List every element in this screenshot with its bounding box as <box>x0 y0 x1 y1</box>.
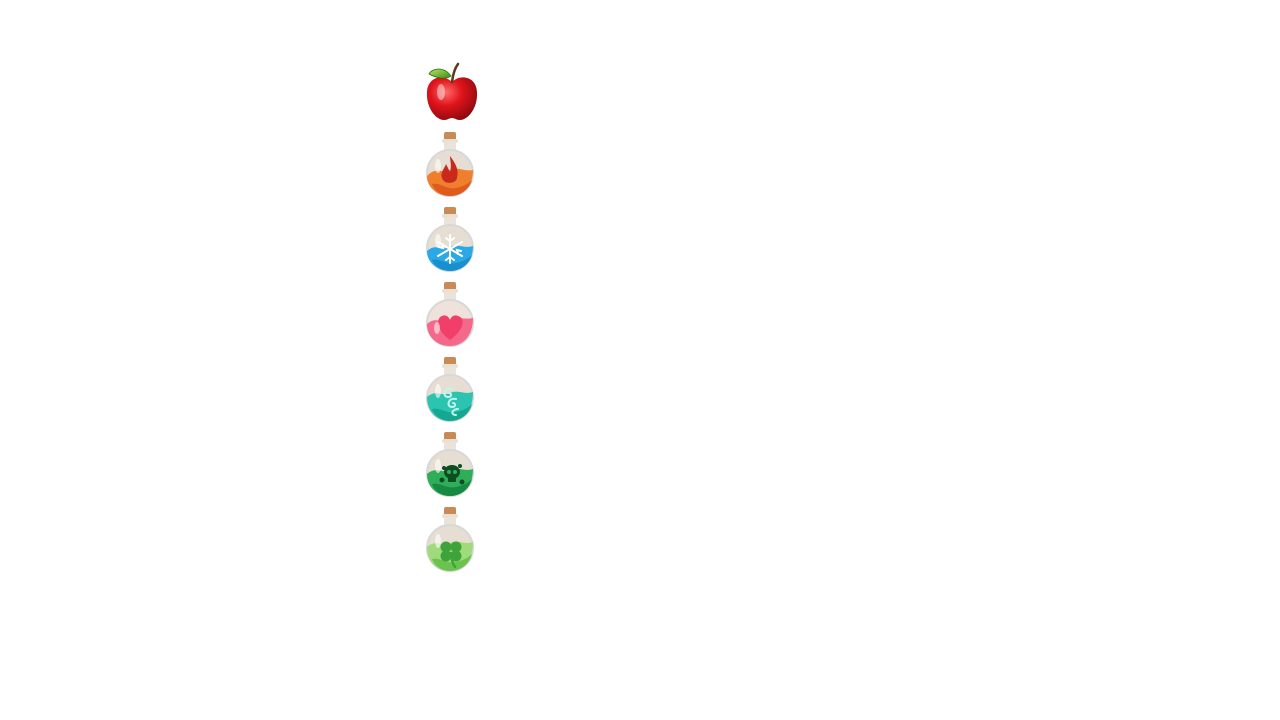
ice-potion-icon <box>426 207 474 272</box>
ice-potion-item[interactable] <box>424 207 480 277</box>
clover-symbol <box>440 541 462 569</box>
poison-potion-icon <box>426 432 474 497</box>
skull-symbol <box>439 464 465 485</box>
fire-potion-item[interactable] <box>424 132 480 202</box>
luck-potion-icon <box>426 507 474 572</box>
flame-symbol <box>441 156 458 183</box>
wind-potion-icon <box>426 357 474 422</box>
apple-icon <box>426 62 478 120</box>
snowflake-symbol <box>437 234 463 264</box>
love-potion-item[interactable] <box>424 282 480 352</box>
heart-symbol <box>438 315 463 340</box>
poison-potion-item[interactable] <box>424 432 480 502</box>
wind-potion-item[interactable] <box>424 357 480 427</box>
fire-potion-icon <box>426 132 474 197</box>
apple-item[interactable] <box>424 62 480 132</box>
swirl-symbol <box>443 387 459 416</box>
love-potion-icon <box>426 282 474 347</box>
luck-potion-item[interactable] <box>424 507 480 577</box>
